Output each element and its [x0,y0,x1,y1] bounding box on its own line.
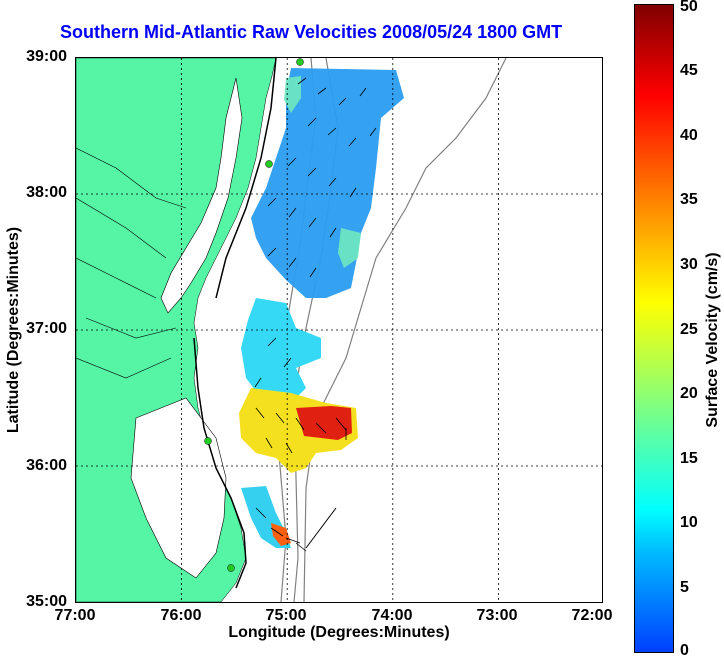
x-tick-label: 75:00 [265,607,307,624]
pamlico-sound [130,397,227,579]
y-tick-label: 37:00 [26,320,67,337]
x-tick-label: 76:00 [160,607,202,624]
barrier-islands [193,57,277,589]
graticule [76,58,602,602]
y-tick-label: 39:00 [26,48,67,65]
colorbar-tick: 35 [680,191,698,208]
colorbar [634,4,674,653]
colorbar-tick: 10 [680,514,698,531]
colorbar-tick: 20 [680,385,698,402]
chesapeake-bay [160,77,243,314]
colorbar-tick: 15 [680,450,698,467]
velocity-field-north [251,68,404,298]
y-tick-label: 35:00 [26,593,67,610]
y-tick-label: 38:00 [26,184,67,201]
colorbar-label: Surface Velocity (cm/s) [704,252,721,428]
velocity-field-north-edge [284,76,361,268]
map-title: Southern Mid-Atlantic Raw Velocities 200… [60,22,563,42]
colorbar-tick: 30 [680,256,698,273]
colorbar-tick: 40 [680,127,698,144]
velocity-field-peak [296,406,352,440]
radar-stations [204,58,304,572]
colorbar-tick: 5 [680,579,689,596]
map-plot-area[interactable] [75,57,603,603]
x-tick-label: 73:00 [476,607,518,624]
x-tick-label: 72:00 [571,607,613,624]
colorbar-tick: 45 [680,62,698,79]
colorbar-tick: 25 [680,321,698,338]
map-svg [75,57,602,603]
velocity-field-middle [241,298,321,403]
x-axis-label: Longitude (Degrees:Minutes) [228,624,450,641]
colorbar-tick: 50 [680,0,698,15]
x-tick-label: 74:00 [371,607,413,624]
x-tick-label: 77:00 [54,607,96,624]
colorbar-tick: 0 [680,642,689,659]
velocity-vectors [254,77,377,552]
y-axis-label: Latitude (Degrees:Minutes) [5,226,22,434]
y-tick-label: 36:00 [26,457,67,474]
bay-inlets [75,147,187,379]
